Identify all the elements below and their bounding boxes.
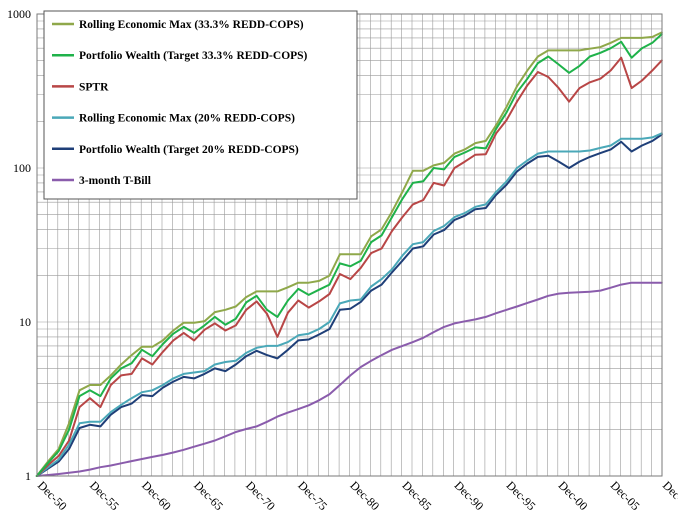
x-tick-label: Dec-75 <box>295 478 330 513</box>
series-line-6 <box>35 281 663 477</box>
series-line-3 <box>35 56 663 477</box>
y-tick-label: 1 <box>25 469 31 483</box>
y-tick-label: 1000 <box>7 7 31 21</box>
legend-entry-label: 3-month T-Bill <box>79 175 151 187</box>
y-axis: 1 10 100 1000 <box>7 7 31 483</box>
x-tick-label: Dec-80 <box>347 478 382 513</box>
x-tick-label: Dec-65 <box>191 478 226 513</box>
legend-entry-label: SPTR <box>79 81 109 93</box>
legend-entry-label: Rolling Economic Max (33.3% REDD-COPS) <box>79 19 304 31</box>
x-axis: Dec-50 Dec-55 Dec-60 Dec-65 Dec-70 Dec-75 Dec-… <box>35 478 678 513</box>
series-line-2 <box>35 33 663 477</box>
x-tick-label: Dec-90 <box>452 478 487 513</box>
legend-box <box>43 10 358 200</box>
y-tick-label: 100 <box>13 161 31 175</box>
legend: Rolling Economic Max (33.3% REDD-COPS) Po… <box>43 10 358 200</box>
x-tick-label: Dec-50 <box>35 478 70 513</box>
x-tick-label: Dec-10 <box>660 478 678 513</box>
x-tick-label: Dec-85 <box>399 478 434 513</box>
series-line-5 <box>35 133 663 477</box>
x-tick-label: Dec-00 <box>556 478 591 513</box>
series-layer <box>35 31 663 477</box>
x-tick-label: Dec-95 <box>504 478 539 513</box>
grid <box>37 14 662 476</box>
legend-entry-label: Portfolio Wealth (Target 20% REDD-COPS) <box>79 144 299 156</box>
legend-entry-label: Rolling Economic Max (20% REDD-COPS) <box>79 113 295 125</box>
series-line-1 <box>35 31 663 477</box>
legend-entry-label: Portfolio Wealth (Target 33.3% REDD-COPS… <box>79 50 308 62</box>
x-tick-label: Dec-60 <box>139 478 174 513</box>
y-tick-label: 10 <box>19 315 31 329</box>
series-line-4 <box>35 132 663 477</box>
x-tick-label: Dec-55 <box>87 478 122 513</box>
x-tick-label: Dec-05 <box>608 478 643 513</box>
x-tick-label: Dec-70 <box>243 478 278 513</box>
